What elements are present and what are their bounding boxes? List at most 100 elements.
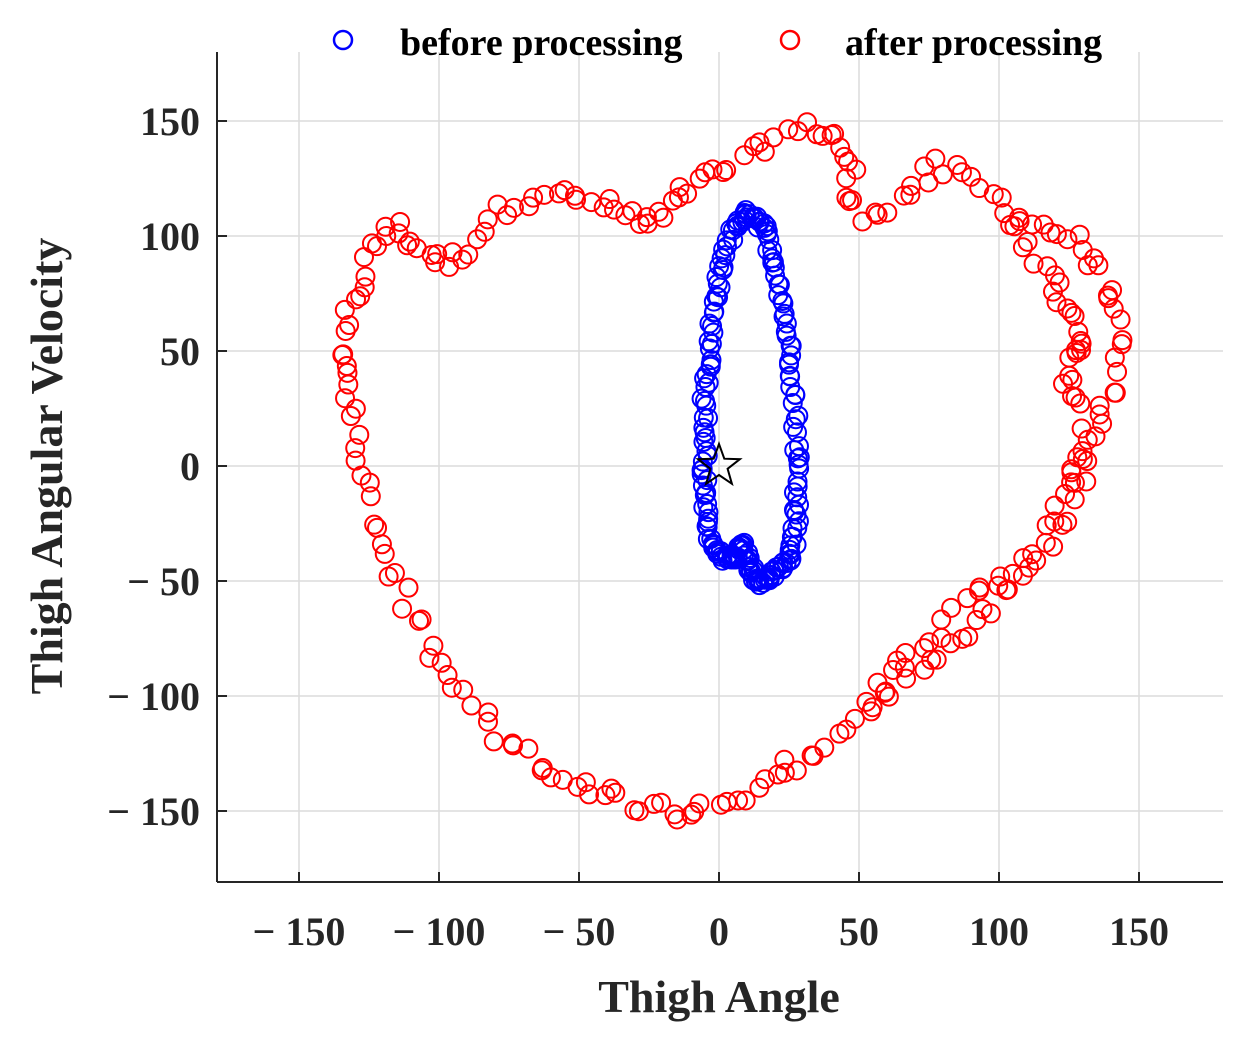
after-processing-point [834,146,855,167]
after-processing-point [355,266,376,287]
after-processing-point [952,628,973,649]
after-processing-point [1035,532,1056,553]
after-processing-point [874,682,895,703]
after-processing-point [1110,309,1131,330]
after-processing-point [1046,224,1067,245]
after-processing-point [376,226,397,247]
before-processing-point [697,470,718,491]
before-processing-point [779,354,800,375]
after-processing-point [669,177,690,198]
after-processing-point [431,652,452,673]
after-processing-point [478,702,499,723]
after-processing-point [829,723,850,744]
after-processing-point [1071,418,1092,439]
after-processing-point [966,610,987,631]
after-processing-point [878,686,899,707]
after-processing-point [1022,544,1043,565]
after-processing-point [427,244,448,265]
after-processing-point [1071,333,1092,354]
before-processing-point [788,405,809,426]
y-tick-label: − 150 [107,789,200,834]
after-processing-point [803,745,824,766]
after-processing-point [957,588,978,609]
after-processing-point [534,184,555,205]
after-processing-point [1107,361,1128,382]
after-processing-point [786,760,807,781]
x-tick-label: − 50 [543,909,616,954]
after-processing-point [677,183,698,204]
after-processing-point [994,203,1015,224]
after-processing-point [461,695,482,716]
after-processing-point [710,794,731,815]
after-processing-point [579,784,600,805]
after-processing-point [345,398,366,419]
before-processing-point [693,417,714,438]
after-processing-point [345,438,366,459]
after-processing-point [1077,255,1098,276]
after-processing-point [681,804,702,825]
after-processing-point [467,229,488,250]
after-processing-point [941,597,962,618]
before-processing-point [780,335,801,356]
after-processing-point [797,112,818,133]
after-processing-point [812,125,833,146]
after-processing-point [1077,429,1098,450]
after-processing-point [629,213,650,234]
before-processing-point [701,349,722,370]
after-processing-point [1002,563,1023,584]
after-processing-point [1065,340,1086,361]
after-processing-point [836,168,857,189]
before-processing-point [693,407,714,428]
y-tick-label: 150 [140,99,200,144]
before-processing-point [773,293,794,314]
after-processing-point [1098,288,1119,309]
x-tick-label: 0 [709,909,729,954]
after-processing-point [1061,459,1082,480]
after-processing-point [1088,255,1109,276]
after-processing-point [896,668,917,689]
after-processing-point [713,162,734,183]
after-processing-point [419,647,440,668]
after-processing-point [345,450,366,471]
after-processing-point [1071,340,1092,361]
after-processing-point [684,801,705,822]
after-processing-point [749,132,770,153]
after-processing-point [397,235,418,256]
x-tick-label: 150 [1109,909,1169,954]
before-processing-point [783,416,804,437]
after-processing-point [1026,550,1047,571]
after-processing-point [487,194,508,215]
after-processing-point [332,345,353,366]
after-processing-point [364,514,385,535]
after-processing-point [877,202,898,223]
after-processing-point [474,221,495,242]
before-processing-point [782,393,803,414]
before-processing-point [704,301,725,322]
after-processing-point [1103,298,1124,319]
after-processing-point [350,286,371,307]
y-tick-label: 100 [140,214,200,259]
x-axis-label: Thigh Angle [598,971,840,1022]
before-processing-point [776,313,797,334]
before-processing-point [693,431,714,452]
after-processing-point [1072,441,1093,462]
after-processing-point [865,202,886,223]
tick-labels: − 150 − 100 − 50 0 50 100 150 − 150 − 100 − 50 0 50… [107,99,1169,954]
after-processing-point [1042,281,1063,302]
after-processing-point [887,650,908,671]
after-processing-point [972,599,993,620]
after-processing-point [599,189,620,210]
after-processing-point [856,691,877,712]
after-processing-point [425,252,446,273]
after-processing-point [653,207,674,228]
after-processing-point [374,543,395,564]
after-processing-point [778,119,799,140]
after-processing-point [900,184,921,205]
after-processing-point [1069,224,1090,245]
after-processing-point [767,764,788,785]
after-processing-point [1070,393,1091,414]
y-tick-label: − 50 [127,559,200,604]
after-processing-point [861,701,882,722]
after-processing-point [914,638,935,659]
before-processing-point [716,230,737,251]
